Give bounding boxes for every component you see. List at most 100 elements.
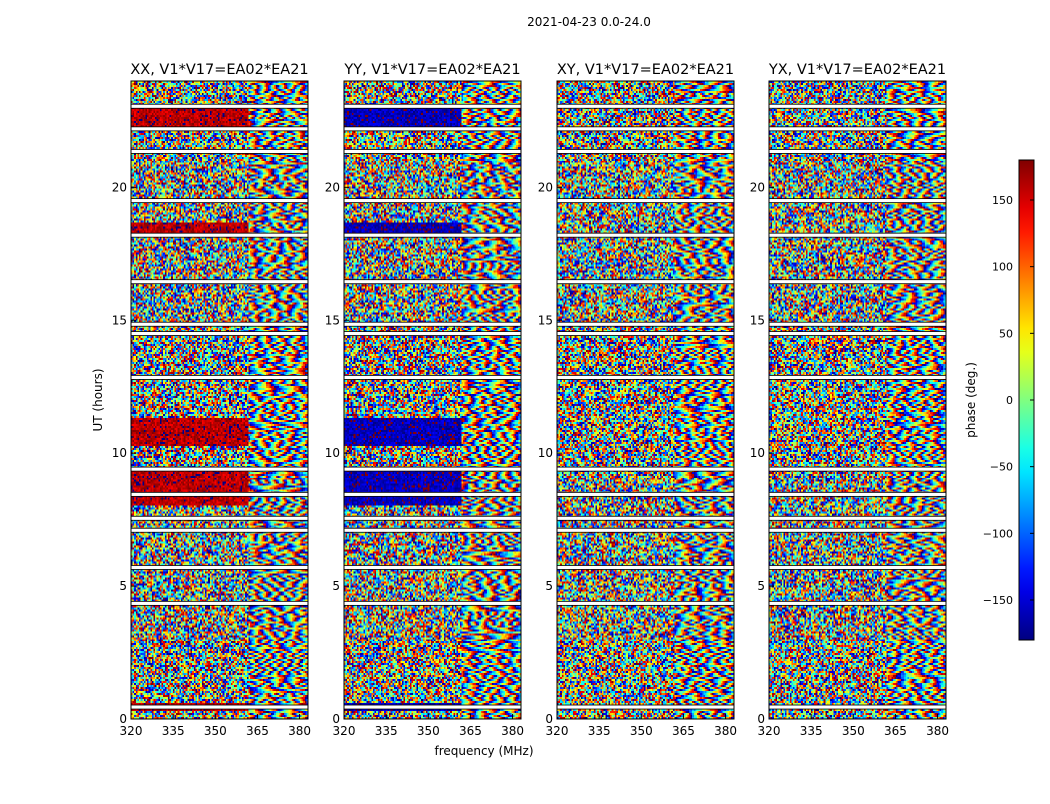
x-tick-label: 380 bbox=[288, 724, 311, 738]
flagged-row bbox=[130, 331, 309, 336]
flagged-row bbox=[343, 515, 522, 521]
flagged-row bbox=[556, 704, 735, 710]
y-tick-label: 15 bbox=[750, 313, 765, 327]
flagged-row bbox=[343, 232, 522, 238]
flagged-row bbox=[343, 103, 522, 109]
flagged-row bbox=[556, 103, 735, 109]
x-tick-label: 335 bbox=[800, 724, 823, 738]
flagged-row bbox=[130, 491, 309, 497]
x-tick-label: 350 bbox=[630, 724, 653, 738]
y-tick-label: 10 bbox=[750, 446, 765, 460]
phase-heatmap bbox=[557, 81, 734, 719]
flagged-row bbox=[130, 527, 309, 533]
colorbar-tick-label: −150 bbox=[983, 594, 1013, 607]
x-tick-label: 365 bbox=[884, 724, 907, 738]
flagged-row bbox=[768, 321, 947, 327]
x-tick-label: 335 bbox=[162, 724, 185, 738]
y-tick-label: 20 bbox=[325, 180, 340, 194]
y-tick-label: 20 bbox=[538, 180, 553, 194]
colorbar-tick-label: 150 bbox=[992, 194, 1013, 207]
flagged-row bbox=[556, 232, 735, 238]
y-tick-label: 0 bbox=[332, 712, 340, 726]
flagged-row bbox=[343, 491, 522, 497]
flagged-row bbox=[768, 198, 947, 204]
flagged-row bbox=[768, 149, 947, 154]
flagged-row bbox=[556, 321, 735, 327]
flagged-row bbox=[556, 331, 735, 336]
flagged-row bbox=[343, 279, 522, 285]
flagged-row bbox=[556, 279, 735, 285]
colorbar-label: phase (deg.) bbox=[964, 362, 978, 438]
y-tick-label: 5 bbox=[757, 579, 765, 593]
flagged-row bbox=[556, 600, 735, 606]
flagged-row bbox=[556, 565, 735, 570]
panel-1: XX, V1*V17=EA02*EA21 320 335 350 365 380 0 5 10 1… bbox=[112, 62, 311, 738]
colorbar-tick-label: −100 bbox=[983, 527, 1013, 540]
flagged-row bbox=[768, 279, 947, 285]
flagged-row bbox=[768, 103, 947, 109]
flagged-row bbox=[130, 149, 309, 154]
y-tick-label: 5 bbox=[119, 579, 127, 593]
y-tick-label: 0 bbox=[119, 712, 127, 726]
flagged-row bbox=[130, 279, 309, 285]
flagged-row bbox=[343, 321, 522, 327]
panel-frame bbox=[343, 80, 522, 720]
x-tick-label: 365 bbox=[246, 724, 269, 738]
flagged-row bbox=[130, 515, 309, 521]
x-axis-label: frequency (MHz) bbox=[434, 744, 533, 758]
colorbar-tick-label: 100 bbox=[992, 261, 1013, 274]
flagged-row bbox=[556, 527, 735, 533]
x-tick-label: 350 bbox=[842, 724, 865, 738]
colorbar-tick-label: −50 bbox=[990, 461, 1013, 474]
flagged-row bbox=[556, 126, 735, 132]
flagged-row bbox=[343, 198, 522, 204]
flagged-row bbox=[130, 375, 309, 380]
y-axis-label: UT (hours) bbox=[91, 368, 105, 431]
flagged-row bbox=[768, 527, 947, 533]
flagged-row bbox=[343, 375, 522, 380]
panel-title: XX, V1*V17=EA02*EA21 bbox=[130, 62, 308, 78]
flagged-row bbox=[556, 515, 735, 521]
flagged-row bbox=[768, 704, 947, 710]
flagged-row bbox=[768, 331, 947, 336]
x-tick-label: 365 bbox=[672, 724, 695, 738]
flagged-row bbox=[768, 126, 947, 132]
y-tick-label: 0 bbox=[545, 712, 553, 726]
flagged-row bbox=[556, 149, 735, 154]
flagged-row bbox=[556, 375, 735, 380]
panel-3: XY, V1*V17=EA02*EA21 320 335 350 365 380 0 5 10 1… bbox=[538, 62, 737, 738]
flagged-row bbox=[343, 704, 522, 710]
x-tick-label: 380 bbox=[501, 724, 524, 738]
colorbar-tick-label: 50 bbox=[999, 327, 1013, 340]
x-tick-label: 380 bbox=[926, 724, 949, 738]
flagged-row bbox=[768, 232, 947, 238]
panel-2: YY, V1*V17=EA02*EA21 320 335 350 365 380 0 5 10 1… bbox=[325, 62, 524, 738]
flagged-row bbox=[768, 600, 947, 606]
flagged-row bbox=[130, 126, 309, 132]
flagged-row bbox=[768, 466, 947, 472]
flagged-row bbox=[343, 565, 522, 570]
panel-title: YY, V1*V17=EA02*EA21 bbox=[343, 62, 520, 78]
flagged-row bbox=[343, 466, 522, 472]
phase-heatmap bbox=[344, 81, 521, 719]
panel-frame bbox=[768, 80, 947, 720]
flagged-row bbox=[130, 466, 309, 472]
flagged-row bbox=[768, 491, 947, 497]
flagged-row bbox=[130, 232, 309, 238]
colorbar-tick-label: 0 bbox=[1006, 394, 1013, 407]
flagged-row bbox=[768, 515, 947, 521]
phase-heatmap bbox=[769, 81, 946, 719]
y-tick-label: 0 bbox=[757, 712, 765, 726]
panel-4: YX, V1*V17=EA02*EA21 320 335 350 365 380 0 5 10 1… bbox=[750, 62, 949, 738]
flagged-row bbox=[343, 527, 522, 533]
panel-title: YX, V1*V17=EA02*EA21 bbox=[768, 62, 946, 78]
y-tick-label: 5 bbox=[332, 579, 340, 593]
x-tick-label: 350 bbox=[417, 724, 440, 738]
x-tick-label: 320 bbox=[333, 724, 356, 738]
panels-group: XX, V1*V17=EA02*EA21 320 335 350 365 380 0 5 10 1… bbox=[112, 62, 949, 738]
y-tick-label: 15 bbox=[112, 313, 127, 327]
y-tick-label: 20 bbox=[750, 180, 765, 194]
figure-title: 2021-04-23 0.0-24.0 bbox=[527, 15, 651, 29]
